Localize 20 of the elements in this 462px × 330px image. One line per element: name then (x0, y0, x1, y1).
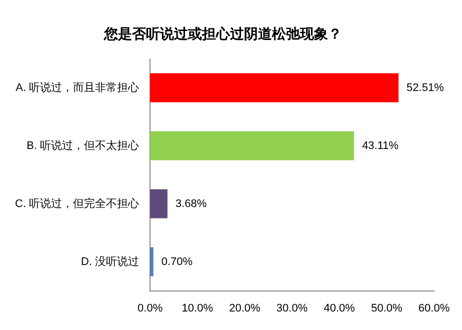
chart-title: 您是否听说过或担心过阴道松弛现象？ (103, 25, 342, 42)
data-label: 3.68% (175, 198, 207, 210)
x-tick-label: 60.0% (418, 302, 450, 314)
y-tick-label: D. 没听说过 (80, 254, 140, 268)
y-tick-label: C. 听说过，但完全不担心 (14, 196, 140, 210)
x-tick-label: 0.0% (138, 302, 163, 314)
x-tick-label: 40.0% (324, 302, 356, 314)
x-tick-label: 50.0% (371, 302, 402, 314)
y-tick-label: A. 听说过，而且非常担心 (16, 80, 140, 94)
y-tick-label: B. 听说过，但不太担心 (26, 138, 140, 152)
bar (150, 73, 399, 102)
x-tick-label: 30.0% (276, 302, 308, 314)
x-tick-label: 10.0% (182, 302, 214, 314)
bar (150, 247, 154, 276)
bar (150, 189, 168, 218)
data-label: 43.11% (362, 140, 399, 152)
data-label: 52.51% (406, 82, 444, 94)
bar (150, 131, 354, 160)
x-tick-label: 20.0% (229, 302, 261, 314)
data-label: 0.70% (161, 256, 193, 268)
